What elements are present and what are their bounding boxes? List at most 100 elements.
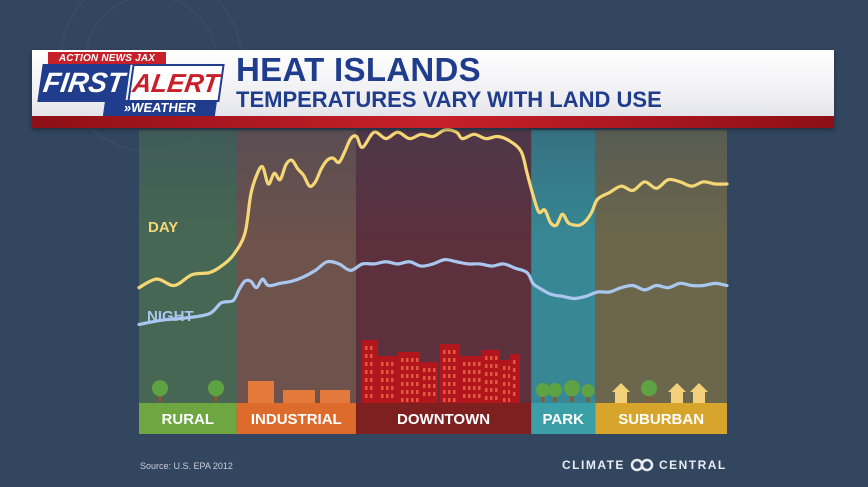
building-window [370, 370, 373, 374]
building-window [416, 358, 419, 362]
building-window [411, 358, 414, 362]
building-window [490, 380, 493, 384]
building-window [448, 358, 451, 362]
building-window [495, 356, 498, 360]
building-window [401, 390, 404, 394]
park-tree-icon-trunk [553, 393, 557, 402]
building-window [453, 390, 456, 394]
building-window [463, 394, 466, 398]
building-window [365, 378, 368, 382]
building-window [370, 362, 373, 366]
building-window [365, 394, 368, 398]
logo-weather-text: »WEATHER [102, 100, 218, 116]
building-window [443, 366, 446, 370]
building-window [423, 392, 426, 396]
building-window [453, 366, 456, 370]
building-window [411, 382, 414, 386]
station-ribbon: ACTION NEWS JAX [48, 52, 166, 65]
building-window [411, 366, 414, 370]
building-window [448, 398, 451, 402]
park-tree-icon [581, 383, 595, 398]
building-window [473, 386, 476, 390]
industrial-building-icon [248, 381, 274, 403]
building-window [485, 364, 488, 368]
building-window [503, 398, 506, 402]
industrial-building-icon [320, 390, 350, 403]
logo-alert-text: ALERT [127, 64, 225, 102]
zone-label-park: PARK [543, 411, 585, 428]
building-window [453, 358, 456, 362]
building-window [401, 358, 404, 362]
building-window [401, 382, 404, 386]
suburban-house-icon [615, 392, 627, 403]
zone-label-bg-industrial [236, 403, 356, 434]
building-window [453, 382, 456, 386]
building-window [448, 350, 451, 354]
building-window [381, 394, 384, 398]
suburban-house-icon-roof [668, 383, 686, 392]
downtown-building-icon [460, 356, 482, 403]
building-window [391, 370, 394, 374]
rural-tree-icon [207, 380, 225, 397]
building-window [473, 378, 476, 382]
building-window [495, 364, 498, 368]
zone-label-industrial: INDUSTRIAL [251, 411, 342, 428]
building-window [485, 356, 488, 360]
building-window [468, 370, 471, 374]
building-window [478, 386, 481, 390]
source-note: Source: U.S. EPA 2012 [140, 461, 233, 471]
rural-tree-icon-trunk [158, 391, 162, 402]
building-window [478, 370, 481, 374]
building-window [485, 380, 488, 384]
series-label-night: NIGHT [147, 308, 194, 325]
building-window [406, 382, 409, 386]
rural-tree-icon [151, 380, 169, 397]
building-window [495, 380, 498, 384]
building-window [448, 366, 451, 370]
building-window [433, 376, 436, 380]
building-window [386, 378, 389, 382]
zone-label-suburban: SUBURBAN [618, 411, 704, 428]
building-window [411, 374, 414, 378]
building-window [411, 390, 414, 394]
building-window [443, 398, 446, 402]
building-window [423, 376, 426, 380]
building-window [508, 390, 511, 394]
building-window [365, 354, 368, 358]
building-window [386, 386, 389, 390]
building-window [428, 392, 431, 396]
park-tree-icon-trunk [586, 393, 590, 402]
zone-label-rural: RURAL [162, 411, 215, 428]
building-window [448, 374, 451, 378]
building-window [473, 370, 476, 374]
building-window [508, 374, 511, 378]
building-window [490, 388, 493, 392]
suburban-house-icon-roof [612, 383, 630, 392]
zone-label-bg-suburban [595, 403, 727, 434]
building-window [468, 394, 471, 398]
building-window [406, 374, 409, 378]
building-window [391, 378, 394, 382]
building-window [485, 396, 488, 400]
building-window [513, 384, 516, 388]
building-window [513, 392, 516, 396]
building-window [386, 370, 389, 374]
building-window [473, 394, 476, 398]
park-tree-icon [548, 383, 562, 397]
series-label-day: DAY [148, 219, 178, 236]
building-window [433, 392, 436, 396]
rural-tree-icon-trunk [214, 391, 218, 402]
zone-label-bg-downtown [355, 403, 532, 434]
building-window [453, 374, 456, 378]
building-window [406, 398, 409, 402]
building-window [401, 374, 404, 378]
building-window [411, 398, 414, 402]
building-window [391, 394, 394, 398]
building-window [443, 374, 446, 378]
building-window [513, 360, 516, 364]
brand-climate-text: CLIMATE [562, 458, 625, 472]
building-window [490, 364, 493, 368]
building-window [490, 356, 493, 360]
building-window [406, 390, 409, 394]
